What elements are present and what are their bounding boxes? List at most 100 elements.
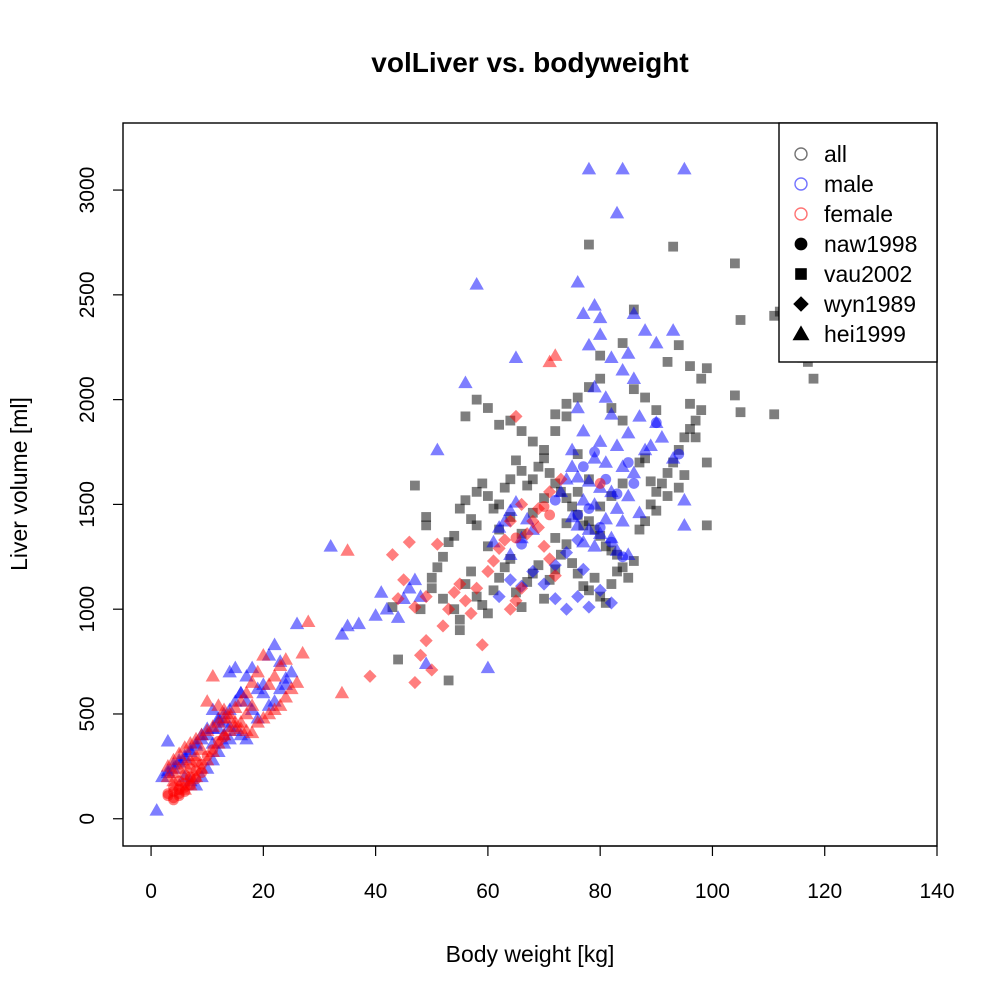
legend-label-all: all — [824, 141, 847, 167]
data-point-female-diamond — [430, 537, 444, 551]
x-axis: 0 20 40 60 80 100 120 140 — [145, 845, 955, 903]
data-point-all-square — [454, 625, 465, 636]
data-point-all-square — [595, 373, 606, 384]
data-point-female-diamond — [453, 577, 467, 591]
data-point-all-square — [634, 524, 645, 535]
y-tick-label: 1000 — [76, 586, 99, 633]
data-point-male-triangle — [592, 434, 608, 447]
data-point-female-diamond — [515, 497, 529, 511]
data-point-male-triangle — [570, 274, 585, 288]
data-point-male-triangle — [368, 608, 383, 621]
data-point-male-triangle — [379, 601, 395, 615]
data-point-all-square — [617, 415, 628, 426]
data-point-female-triangle — [261, 677, 277, 690]
data-point-female-triangle — [171, 746, 187, 760]
data-point-male-diamond — [571, 590, 585, 604]
data-point-all-square — [421, 512, 432, 522]
data-point-male-triangle — [592, 327, 608, 340]
data-point-all-square — [471, 486, 482, 497]
data-point-female-triangle — [334, 685, 350, 699]
x-tick-label: 80 — [588, 880, 611, 903]
data-point-all-square — [449, 530, 460, 541]
data-point-male-triangle — [149, 803, 164, 816]
x-tick-label: 60 — [476, 880, 499, 903]
x-tick-label: 100 — [695, 880, 730, 903]
data-point-female-circle — [184, 773, 196, 785]
data-point-male-circle — [622, 457, 634, 468]
data-point-male-triangle — [587, 298, 602, 311]
data-point-male-triangle — [576, 492, 591, 506]
data-point-all-square — [808, 373, 819, 384]
data-point-all-square — [426, 583, 437, 594]
data-point-female-diamond — [391, 592, 405, 606]
data-point-all-square — [673, 340, 684, 351]
data-point-male-diamond — [576, 562, 590, 576]
data-point-all-square — [662, 468, 673, 478]
data-point-all-square — [550, 533, 561, 543]
data-point-all-square — [584, 585, 594, 596]
data-point-female-circle — [538, 501, 550, 512]
data-point-male-triangle — [643, 438, 658, 452]
data-point-male-triangle — [587, 450, 602, 464]
data-point-all-square — [696, 373, 707, 384]
data-point-male-circle — [594, 522, 606, 533]
data-point-all-square — [494, 499, 505, 510]
data-point-male-triangle — [570, 518, 585, 531]
data-point-female-diamond — [543, 552, 557, 566]
y-axis: 0 500 1000 1500 2000 2500 3000 — [76, 167, 124, 825]
data-point-male-triangle — [665, 323, 681, 336]
data-point-female-triangle — [340, 543, 355, 556]
data-point-male-diamond — [593, 583, 607, 597]
data-point-all-square — [460, 411, 471, 422]
data-point-all-square — [561, 518, 572, 529]
legend-symbol-male — [794, 177, 808, 191]
data-point-female-circle — [179, 781, 191, 793]
data-point-male-diamond — [548, 592, 562, 606]
data-point-male-triangle — [604, 350, 619, 363]
data-point-male-circle — [549, 494, 561, 506]
data-point-male-triangle — [564, 442, 580, 456]
data-point-female-diamond — [447, 585, 461, 599]
data-point-male-triangle — [615, 161, 630, 175]
y-tick-label: 500 — [76, 696, 99, 731]
data-point-all-square — [550, 426, 561, 436]
data-point-female-triangle — [205, 668, 221, 682]
data-point-female-triangle — [200, 694, 215, 707]
data-point-all-square — [494, 419, 505, 430]
data-point-male-triangle — [626, 465, 642, 479]
data-point-all-square — [735, 315, 746, 325]
points-layer — [149, 161, 819, 816]
data-point-male-triangle — [621, 488, 636, 502]
legend-label-female: female — [824, 201, 893, 227]
data-point-all-square — [617, 478, 628, 489]
data-point-male-triangle — [587, 539, 602, 552]
data-point-all-square — [701, 457, 712, 468]
data-point-female-diamond — [492, 541, 506, 555]
data-point-female-triangle — [272, 698, 288, 711]
data-point-female-diamond — [509, 409, 523, 423]
data-point-male-diamond — [604, 596, 618, 610]
x-tick-label: 40 — [364, 880, 387, 903]
data-point-all-square — [730, 390, 740, 401]
legend-symbol-wyn1989 — [793, 296, 809, 312]
data-point-all-square — [651, 505, 662, 516]
data-point-male-triangle — [458, 375, 473, 389]
data-point-female-triangle — [244, 675, 260, 688]
data-point-all-square — [539, 453, 549, 464]
data-point-female-circle — [173, 790, 185, 802]
data-point-male-triangle — [407, 572, 423, 586]
data-point-female-diamond — [554, 472, 568, 486]
data-point-all-square — [679, 432, 690, 443]
data-point-female-circle — [594, 478, 606, 489]
legend-label-vau2002: vau2002 — [824, 261, 912, 287]
data-point-male-triangle — [351, 616, 366, 630]
legend: all male female naw1998 vau2002 wyn1989 hei199… — [778, 122, 938, 363]
data-point-male-triangle — [592, 310, 608, 324]
data-point-all-square — [482, 608, 493, 619]
data-point-all-square — [471, 394, 482, 405]
data-point-female-diamond — [419, 590, 433, 604]
data-point-all-square — [516, 426, 527, 436]
data-point-all-square — [662, 357, 673, 367]
data-point-female-diamond — [419, 634, 433, 648]
